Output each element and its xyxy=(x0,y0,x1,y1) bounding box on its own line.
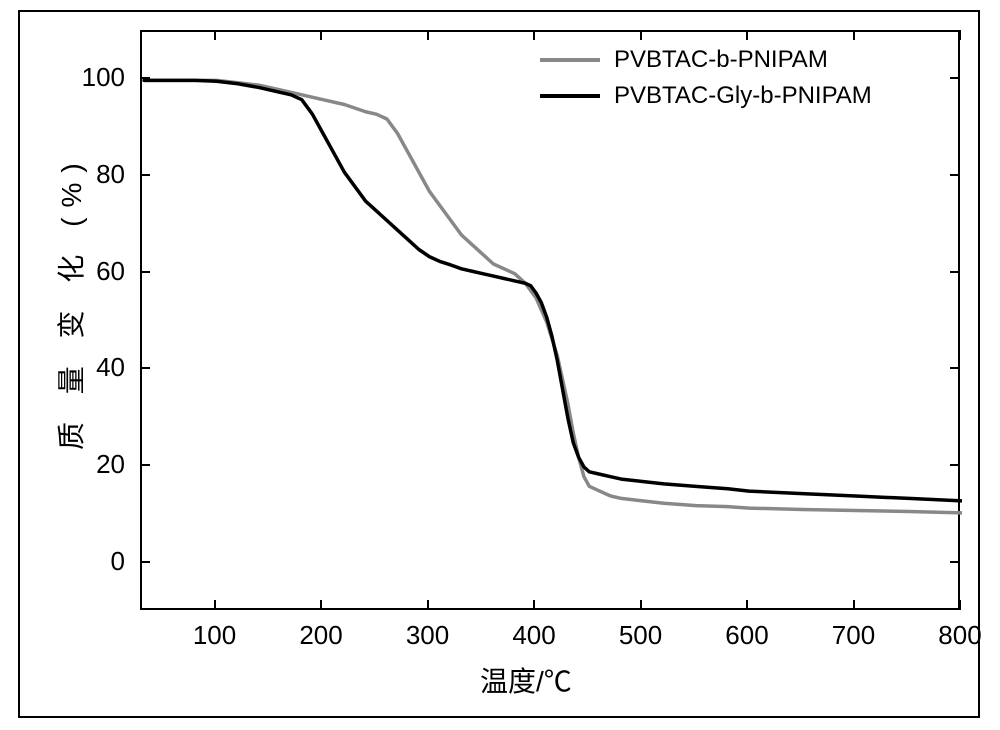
legend-label: PVBTAC-b-PNIPAM xyxy=(614,46,828,74)
x-tick-mark xyxy=(427,30,429,40)
x-tick-mark xyxy=(640,30,642,40)
x-tick-label: 100 xyxy=(185,620,245,651)
legend-swatch xyxy=(540,94,600,98)
y-tick-mark xyxy=(950,174,960,176)
x-tick-label: 200 xyxy=(291,620,351,651)
x-tick-label: 400 xyxy=(504,620,564,651)
legend-item: PVBTAC-Gly-b-PNIPAM xyxy=(540,78,872,114)
x-tick-mark xyxy=(533,600,535,610)
x-tick-mark xyxy=(746,30,748,40)
legend: PVBTAC-b-PNIPAM PVBTAC-Gly-b-PNIPAM xyxy=(540,42,872,114)
x-tick-mark xyxy=(746,600,748,610)
legend-item: PVBTAC-b-PNIPAM xyxy=(540,42,872,78)
y-tick-mark xyxy=(950,77,960,79)
x-tick-mark xyxy=(320,30,322,40)
y-axis-label: 质 量 变 化 (%) xyxy=(50,190,90,450)
legend-swatch xyxy=(540,58,600,62)
x-tick-label: 500 xyxy=(611,620,671,651)
x-tick-mark xyxy=(959,600,961,610)
legend-label: PVBTAC-Gly-b-PNIPAM xyxy=(614,82,872,110)
y-tick-mark xyxy=(140,77,150,79)
x-tick-mark xyxy=(533,30,535,40)
series-line xyxy=(144,80,962,501)
series-line xyxy=(144,80,962,513)
y-tick-mark xyxy=(950,367,960,369)
y-tick-mark xyxy=(140,561,150,563)
x-tick-mark xyxy=(853,600,855,610)
x-tick-mark xyxy=(640,600,642,610)
y-tick-label: 40 xyxy=(70,352,125,383)
y-tick-mark xyxy=(140,174,150,176)
y-tick-mark xyxy=(140,271,150,273)
y-tick-label: 0 xyxy=(70,546,125,577)
plot-svg xyxy=(142,32,962,612)
y-tick-label: 20 xyxy=(70,449,125,480)
x-axis-label: 温度/℃ xyxy=(480,660,572,700)
y-tick-label: 100 xyxy=(70,62,125,93)
x-tick-label: 700 xyxy=(824,620,884,651)
y-tick-mark xyxy=(140,367,150,369)
y-tick-mark xyxy=(950,464,960,466)
y-tick-mark xyxy=(140,464,150,466)
x-tick-label: 600 xyxy=(717,620,777,651)
plot-area xyxy=(140,30,960,610)
x-tick-mark xyxy=(427,600,429,610)
chart-container: 质 量 变 化 (%) 温度/℃ PVBTAC-b-PNIPAM PVBTAC-G… xyxy=(0,0,1000,730)
x-tick-label: 800 xyxy=(930,620,990,651)
x-tick-label: 300 xyxy=(398,620,458,651)
x-tick-mark xyxy=(214,30,216,40)
y-tick-mark xyxy=(950,561,960,563)
y-tick-label: 60 xyxy=(70,256,125,287)
x-tick-mark xyxy=(214,600,216,610)
y-tick-label: 80 xyxy=(70,159,125,190)
x-tick-mark xyxy=(320,600,322,610)
x-tick-mark xyxy=(853,30,855,40)
x-tick-mark xyxy=(959,30,961,40)
y-tick-mark xyxy=(950,271,960,273)
